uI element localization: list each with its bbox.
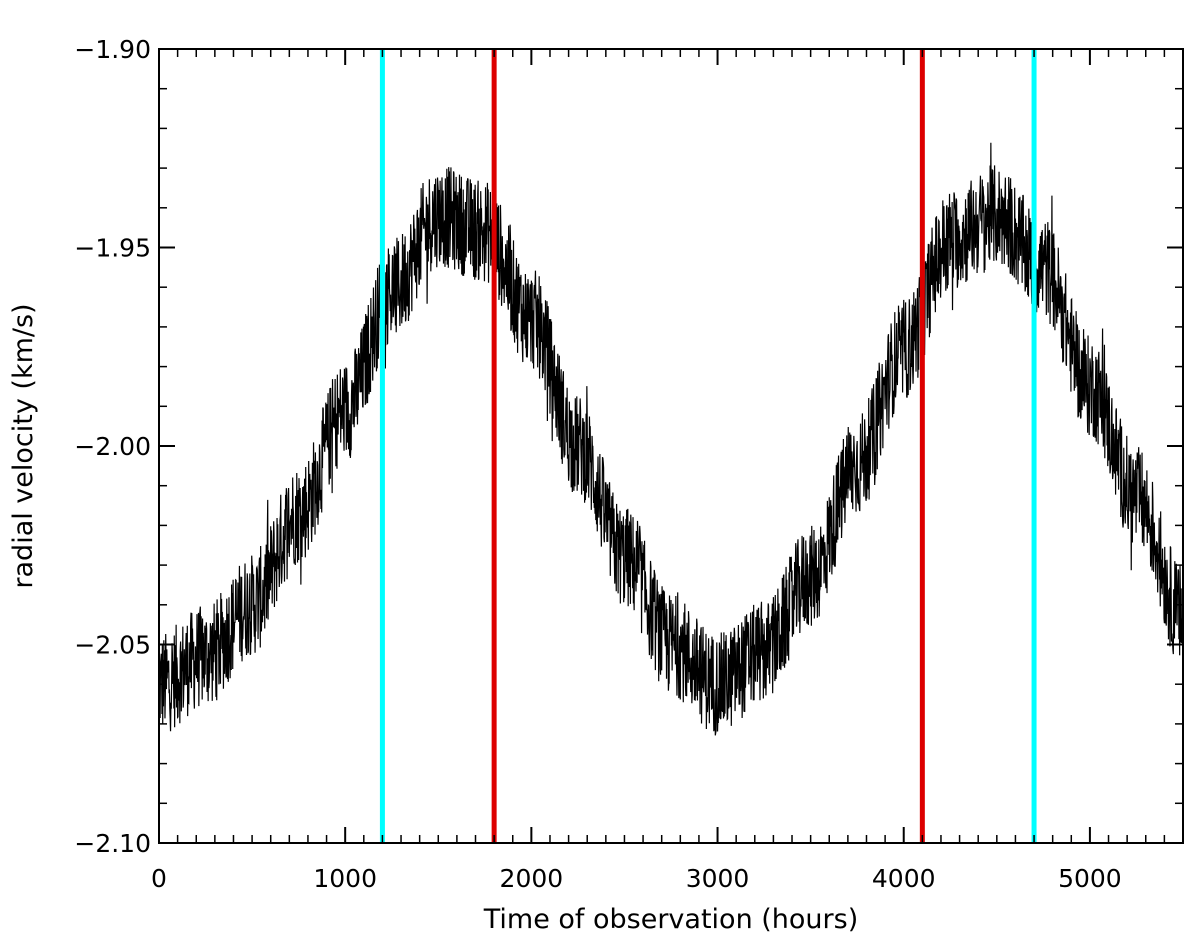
- y-tick-label: −1.90: [74, 35, 151, 64]
- x-tick-label: 5000: [1058, 864, 1122, 893]
- axis-ticks: [158, 48, 1184, 844]
- x-tick-label: 4000: [872, 864, 936, 893]
- x-tick-label: 3000: [686, 864, 750, 893]
- y-tick-label: −2.10: [74, 829, 151, 858]
- x-axis-title: Time of observation (hours): [483, 904, 859, 935]
- y-tick-label: −1.95: [74, 234, 151, 263]
- x-tick-label: 0: [151, 864, 167, 893]
- x-tick-label: 2000: [500, 864, 564, 893]
- x-tick-label: 1000: [313, 864, 377, 893]
- y-tick-label: −2.05: [74, 631, 151, 660]
- marker-lines: [379, 49, 1037, 843]
- y-axis-title: radial velocity (km/s): [8, 303, 39, 588]
- y-tick-label: −2.00: [74, 432, 151, 461]
- plot-area: [158, 142, 1184, 736]
- series-line-0: [158, 142, 1184, 736]
- plot-frame: [158, 48, 1184, 844]
- tick-labels: 0 1000 2000 3000 4000 5000 −2.10 −2.05 −2.00 −1.9…: [74, 35, 1121, 893]
